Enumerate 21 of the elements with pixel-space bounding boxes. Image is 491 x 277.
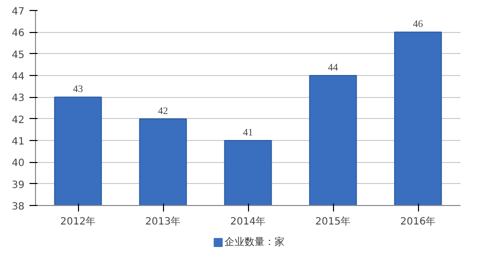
data-label: 42: [158, 106, 168, 117]
x-tick-label: 2014年: [230, 216, 266, 228]
y-tick-label: 42: [12, 114, 25, 126]
y-tick-label: 44: [12, 72, 25, 82]
y-tick-label: 40: [12, 158, 25, 170]
y-tick-label: 43: [12, 93, 25, 104]
data-label: 41: [243, 128, 253, 138]
x-tick-label: 2015年: [315, 216, 351, 228]
data-label: 43: [73, 84, 83, 96]
y-tick-label: 38: [12, 202, 25, 212]
y-tick-label: 39: [12, 180, 25, 191]
y-tick-label: 46: [12, 28, 25, 40]
x-tick-label: 2012年: [60, 216, 96, 228]
y-tick-label: 45: [12, 50, 25, 61]
data-label: 46: [413, 19, 423, 30]
y-tick-label: 41: [12, 136, 25, 148]
legend-label: 企业数量：家: [224, 236, 285, 248]
x-tick-label: 2013年: [145, 216, 181, 228]
data-label: 44: [328, 62, 338, 74]
x-tick-label: 2016年: [400, 216, 436, 228]
y-tick-label: 47: [12, 6, 25, 18]
